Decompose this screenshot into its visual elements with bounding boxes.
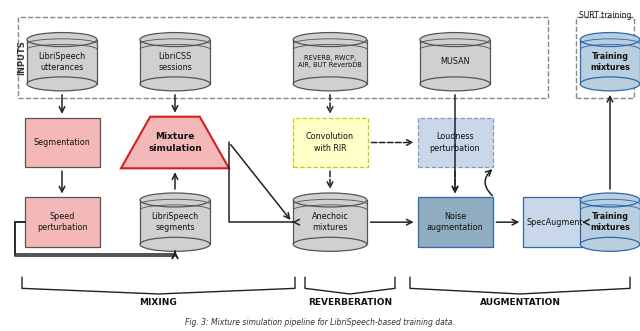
- Ellipse shape: [140, 237, 210, 251]
- Ellipse shape: [420, 77, 490, 91]
- Text: Speed
perturbation: Speed perturbation: [36, 212, 87, 232]
- Ellipse shape: [27, 77, 97, 91]
- Bar: [420, 39, 490, 84]
- Bar: [293, 39, 367, 84]
- Bar: [576, 17, 634, 98]
- Bar: [580, 39, 640, 84]
- Ellipse shape: [27, 32, 97, 47]
- Text: REVERB, RWCP,
AIR, BUT ReverbDB: REVERB, RWCP, AIR, BUT ReverbDB: [298, 55, 362, 69]
- Text: Loudness
perturbation: Loudness perturbation: [429, 132, 480, 153]
- Ellipse shape: [293, 193, 367, 207]
- Bar: [24, 198, 99, 247]
- Bar: [18, 17, 548, 98]
- Ellipse shape: [420, 32, 490, 47]
- Bar: [292, 118, 367, 167]
- Text: LibriSpeech
segments: LibriSpeech segments: [152, 212, 198, 232]
- Text: REVERBERATION: REVERBERATION: [308, 299, 392, 307]
- Text: MUSAN: MUSAN: [440, 57, 470, 66]
- Bar: [24, 118, 99, 167]
- Bar: [417, 118, 493, 167]
- Text: Training
mixtures: Training mixtures: [590, 212, 630, 232]
- Ellipse shape: [580, 77, 640, 91]
- Text: SpecAugment: SpecAugment: [527, 218, 583, 227]
- Ellipse shape: [293, 237, 367, 251]
- Ellipse shape: [580, 237, 640, 251]
- Ellipse shape: [293, 77, 367, 91]
- Polygon shape: [121, 117, 229, 168]
- Text: Mixture
simulation: Mixture simulation: [148, 132, 202, 153]
- Text: Fig. 3: Mixture simulation pipeline for LibriSpeech-based training data.: Fig. 3: Mixture simulation pipeline for …: [185, 317, 455, 326]
- Text: Convolution
with RIR: Convolution with RIR: [306, 132, 354, 153]
- Text: LibriSpeech
utterances: LibriSpeech utterances: [38, 52, 86, 72]
- Text: AUGMENTATION: AUGMENTATION: [479, 299, 561, 307]
- Bar: [293, 200, 367, 244]
- Text: INPUTS: INPUTS: [17, 40, 26, 74]
- Text: Segmentation: Segmentation: [34, 138, 90, 147]
- Ellipse shape: [140, 193, 210, 207]
- Bar: [580, 200, 640, 244]
- Ellipse shape: [293, 32, 367, 47]
- Bar: [140, 39, 210, 84]
- Text: SURT training: SURT training: [579, 11, 631, 20]
- Bar: [27, 39, 97, 84]
- Bar: [140, 200, 210, 244]
- Text: MIXING: MIXING: [140, 299, 177, 307]
- Ellipse shape: [140, 32, 210, 47]
- Ellipse shape: [580, 32, 640, 47]
- Text: Training
mixtures: Training mixtures: [590, 52, 630, 72]
- Bar: [523, 198, 587, 247]
- Ellipse shape: [140, 77, 210, 91]
- Ellipse shape: [580, 193, 640, 207]
- Bar: [417, 198, 493, 247]
- Text: LibriCSS
sessions: LibriCSS sessions: [158, 52, 192, 72]
- Text: Anechoic
mixtures: Anechoic mixtures: [312, 212, 348, 232]
- Text: Noise
augmentation: Noise augmentation: [427, 212, 483, 232]
